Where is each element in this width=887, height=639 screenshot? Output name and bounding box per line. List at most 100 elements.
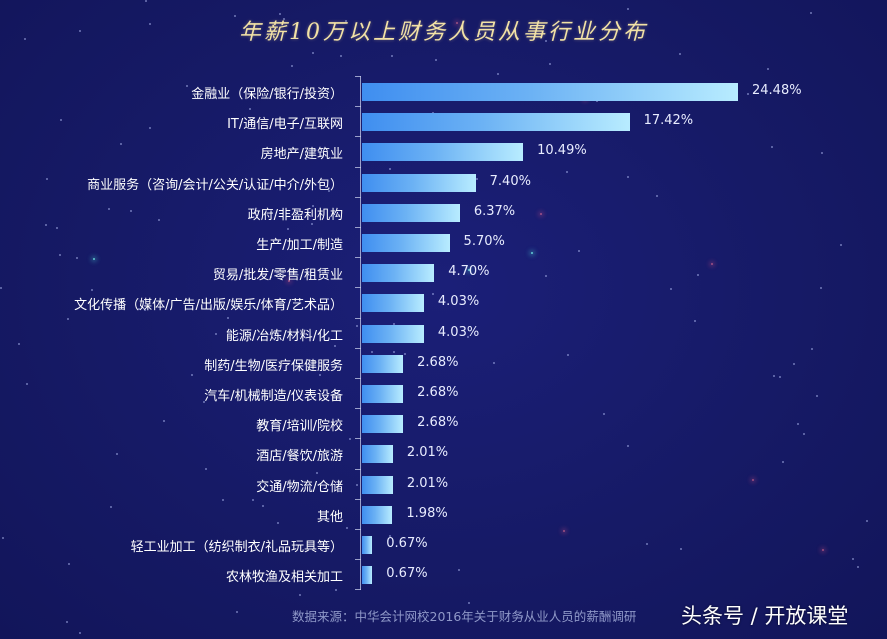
value-label: 0.67%	[386, 566, 428, 582]
bar	[362, 143, 524, 162]
bar	[362, 415, 404, 434]
value-label: 0.67%	[386, 536, 428, 551]
value-label: 10.49%	[537, 143, 587, 159]
category-label: 贸易/批发/零售/租赁业	[212, 268, 343, 284]
bar-row: 轻工业加工（纺织制衣/礼品玩具等） 0.67%	[0, 530, 887, 560]
bar	[362, 173, 476, 192]
bar-row: 能源/冶炼/材料/化工 4.03%	[0, 319, 887, 349]
category-label: 教育/培训/院校	[256, 419, 343, 435]
axis-tick	[355, 408, 361, 410]
star-dot	[145, 0, 147, 2]
value-label: 2.68%	[417, 415, 459, 431]
bar-row: 文化传播（媒体/广告/出版/娱乐/体育/艺术品） 4.03%	[0, 288, 887, 318]
category-label: IT/通信/电子/互联网	[227, 117, 343, 133]
bar	[362, 385, 404, 403]
category-label: 汽车/机械制造/仪表设备	[204, 389, 343, 404]
bar-row: 交通/物流/仓储 2.01%	[0, 470, 887, 500]
bar-row: 其他 1.98%	[0, 500, 887, 530]
bar	[362, 566, 373, 585]
axis-tick	[355, 589, 361, 591]
bar	[362, 445, 393, 464]
bar-row: 贸易/批发/零售/租赁业 4.70%	[0, 258, 887, 288]
bar-row: 制药/生物/医疗保健服务 2.68%	[0, 349, 887, 379]
value-label: 1.98%	[406, 505, 448, 521]
value-label: 2.01%	[406, 475, 449, 491]
axis-tick	[355, 438, 361, 440]
category-label: 农林牧渔及相关加工	[225, 570, 343, 586]
bar	[362, 234, 450, 252]
bar-row: 政府/非盈利机构 6.37%	[0, 198, 887, 228]
bar	[362, 475, 393, 494]
value-label: 4.70%	[448, 264, 490, 280]
bar	[362, 505, 393, 524]
bar	[362, 113, 630, 132]
axis-tick	[355, 378, 361, 379]
bar	[362, 294, 424, 313]
star-dot	[679, 53, 681, 55]
star-dot	[312, 52, 314, 54]
star-dot	[627, 8, 629, 10]
value-label: 4.03%	[437, 294, 480, 310]
category-label: 能源/冶炼/材料/化工	[225, 328, 343, 344]
bar	[362, 264, 435, 283]
star-dot	[291, 65, 293, 67]
axis-tick	[355, 106, 361, 108]
bar	[362, 354, 404, 373]
star-dot	[299, 594, 301, 596]
bar	[362, 536, 373, 554]
bar-row: 房地产/建筑业 10.49%	[0, 137, 887, 167]
category-label: 房地产/建筑业	[260, 147, 343, 163]
axis-tick	[355, 166, 361, 168]
star-dot	[79, 632, 81, 634]
axis-tick	[355, 498, 361, 500]
axis-tick	[355, 317, 361, 319]
axis-tick	[355, 257, 361, 259]
y-axis-line	[360, 76, 361, 590]
star-dot	[391, 55, 393, 57]
watermark: 头条号 / 开放课堂	[681, 604, 849, 628]
value-label: 6.37%	[473, 203, 516, 219]
star-dot	[468, 602, 470, 604]
bar-row: 金融业（保险/银行/投资） 24.48%	[0, 77, 887, 107]
star-dot	[549, 63, 551, 65]
value-label: 24.48%	[752, 83, 802, 98]
value-label: 5.70%	[463, 234, 505, 249]
bar-row: 教育/培训/院校 2.68%	[0, 409, 887, 439]
bar	[362, 324, 424, 343]
star-dot	[340, 55, 342, 57]
category-label: 交通/物流/仓储	[256, 479, 343, 495]
bar-row: 酒店/餐饮/旅游 2.01%	[0, 439, 887, 469]
value-label: 7.40%	[489, 173, 531, 189]
axis-tick	[355, 468, 361, 470]
value-label: 4.03%	[437, 324, 480, 340]
chart-title: 年薪10万以上财务人员从事行业分布	[239, 20, 648, 45]
star-dot	[497, 73, 499, 75]
star-dot	[236, 611, 238, 613]
category-label: 轻工业加工（纺织制衣/礼品玩具等）	[130, 540, 343, 555]
bar-row: IT/通信/电子/互联网 17.42%	[0, 107, 887, 137]
category-label: 生产/加工/制造	[256, 238, 343, 253]
category-label: 制药/生物/医疗保健服务	[204, 358, 343, 374]
bar-row: 农林牧渔及相关加工 0.67%	[0, 560, 887, 590]
star-dot	[767, 68, 769, 70]
axis-tick	[355, 347, 361, 349]
value-label: 2.01%	[406, 445, 449, 461]
star-dot	[66, 621, 68, 623]
category-label: 其他	[316, 509, 343, 525]
category-label: 文化传播（媒体/广告/出版/娱乐/体育/艺术品）	[74, 298, 343, 314]
axis-tick	[355, 559, 361, 561]
category-label: 酒店/餐饮/旅游	[256, 449, 343, 465]
axis-tick	[355, 76, 361, 77]
bar-row: 商业服务（咨询/会计/公关/认证/中介/外包） 7.40%	[0, 168, 887, 198]
axis-tick	[355, 136, 361, 138]
star-dot	[435, 59, 437, 61]
axis-tick	[355, 196, 361, 198]
axis-tick	[355, 529, 361, 530]
data-source-note: 数据来源：中华会计网校2016年关于财务从业人员的薪酬调研	[292, 609, 637, 624]
axis-tick	[355, 287, 361, 289]
value-label: 2.68%	[417, 385, 459, 400]
category-label: 商业服务（咨询/会计/公关/认证/中介/外包）	[87, 177, 343, 193]
value-label: 2.68%	[417, 354, 459, 370]
category-label: 金融业（保险/银行/投资）	[191, 87, 343, 102]
bar	[362, 83, 738, 101]
